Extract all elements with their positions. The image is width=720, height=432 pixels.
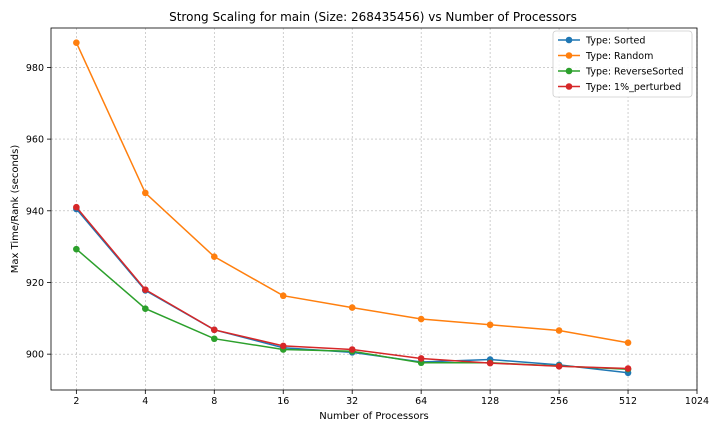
legend: Type: Sorted Type: Random Type: ReverseSor… <box>552 30 693 98</box>
y-tick-label: 920 <box>26 278 44 289</box>
data-point <box>624 365 632 372</box>
legend-item: Type: Sorted <box>558 36 645 47</box>
data-point <box>486 359 494 367</box>
data-point <box>210 326 218 334</box>
y-axis-label: Max Time/Rank (seconds) <box>10 145 21 274</box>
legend-label: Type: 1%_perturbed <box>585 82 681 93</box>
legend-box <box>552 30 693 98</box>
data-point <box>555 363 563 370</box>
data-point <box>142 189 149 197</box>
legend-item: Type: ReverseSorted <box>558 67 684 78</box>
data-point <box>210 335 218 343</box>
legend-marker <box>565 83 573 90</box>
data-point <box>73 203 80 211</box>
data-point <box>73 245 80 253</box>
y-axis-ticks: 900 920 940 960 980 <box>26 63 51 361</box>
data-point <box>555 327 563 334</box>
data-point <box>210 253 218 260</box>
legend-item: Type: 1%_perturbed <box>558 82 681 93</box>
legend-label: Type: ReverseSorted <box>585 67 684 78</box>
x-axis-ticks: 2 4 8 16 32 64 128 256 512 1024 <box>73 390 709 407</box>
y-tick-label: 900 <box>26 350 44 361</box>
x-tick-label: 1024 <box>685 396 709 407</box>
data-point <box>142 305 149 312</box>
legend-item: Type: Random <box>558 51 653 62</box>
x-tick-label: 128 <box>481 396 499 407</box>
y-tick-label: 940 <box>26 206 44 217</box>
data-point <box>279 342 287 350</box>
legend-marker <box>565 67 573 75</box>
data-point <box>348 304 356 311</box>
x-tick-label: 512 <box>619 396 637 407</box>
data-point <box>624 339 632 346</box>
x-tick-label: 32 <box>346 396 358 407</box>
legend-marker <box>565 52 573 59</box>
x-tick-label: 256 <box>550 396 568 407</box>
data-point <box>417 355 425 362</box>
x-axis-label: Number of Processors <box>319 411 429 422</box>
series-group <box>73 203 632 372</box>
x-tick-label: 64 <box>415 396 427 407</box>
x-tick-label: 8 <box>211 396 217 407</box>
legend-label: Type: Sorted <box>585 36 645 47</box>
data-point <box>486 321 494 329</box>
data-point <box>73 39 80 46</box>
y-tick-label: 980 <box>26 63 44 74</box>
data-point <box>417 315 425 323</box>
series-group <box>73 39 632 346</box>
data-point <box>279 292 287 300</box>
chart-title: Strong Scaling for main (Size: 268435456… <box>169 10 577 24</box>
plot-frame <box>50 27 698 391</box>
x-tick-label: 4 <box>142 396 148 407</box>
data-point <box>142 286 149 293</box>
y-tick-label: 960 <box>26 135 44 146</box>
data-point <box>348 346 356 353</box>
x-tick-label: 16 <box>277 396 289 407</box>
series-layer <box>73 39 632 377</box>
legend-marker <box>565 36 573 44</box>
legend-label: Type: Random <box>585 51 653 62</box>
x-tick-label: 2 <box>73 396 79 407</box>
